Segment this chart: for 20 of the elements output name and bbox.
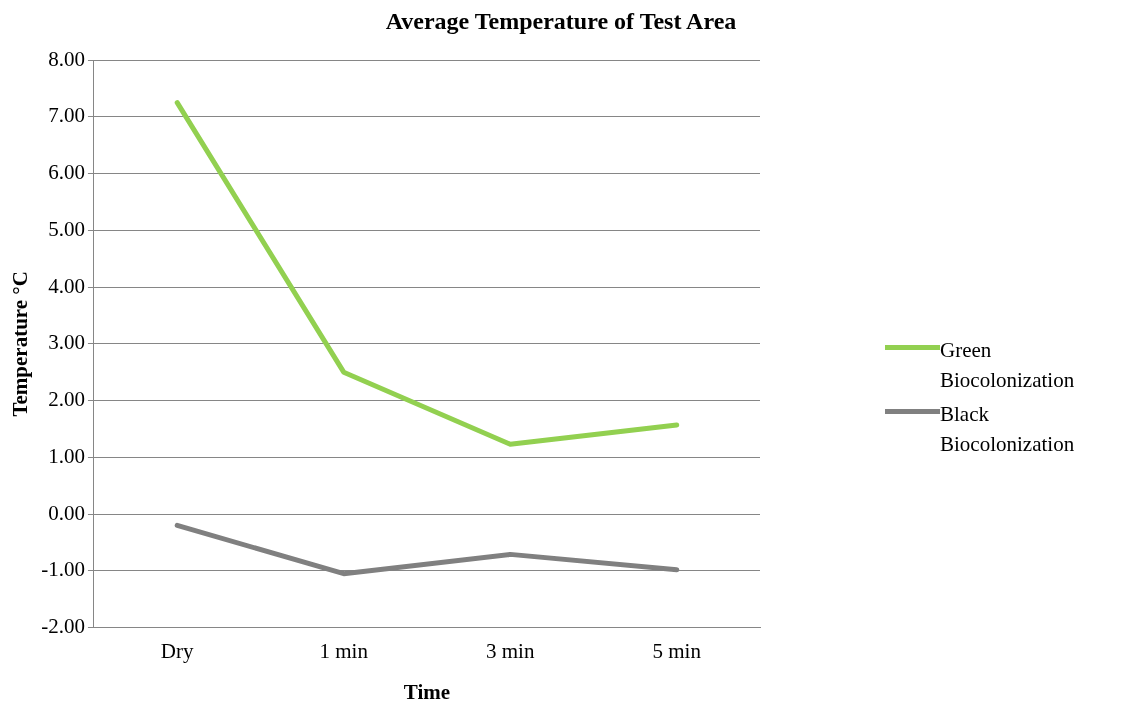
legend-label: Green Biocolonization <box>940 337 1076 394</box>
y-tick-label: 7.00 <box>48 103 85 128</box>
y-tick-label: 6.00 <box>48 160 85 185</box>
chart-title: Average Temperature of Test Area <box>384 8 738 35</box>
legend-label: Black Biocolonization <box>940 401 1076 458</box>
y-axis-title: Temperature °C <box>8 271 33 417</box>
x-tick-label: 3 min <box>486 638 535 663</box>
x-tick-label: Dry <box>160 638 195 663</box>
y-tick-label: 4.00 <box>48 273 85 298</box>
y-tick-label: -2.00 <box>41 614 85 639</box>
y-tick-label: 0.00 <box>48 500 85 525</box>
y-tick-label: 8.00 <box>48 46 85 71</box>
y-tick-label: 3.00 <box>48 330 85 355</box>
x-tick-label: 1 min <box>319 638 369 663</box>
x-tick-label: 5 min <box>652 638 702 663</box>
y-tick-label: 1.00 <box>48 443 85 468</box>
y-tick-label: -1.00 <box>41 557 85 582</box>
y-tick-label: 5.00 <box>48 216 85 241</box>
y-tick-label: 2.00 <box>48 387 85 412</box>
x-axis-title: Time <box>403 679 451 704</box>
